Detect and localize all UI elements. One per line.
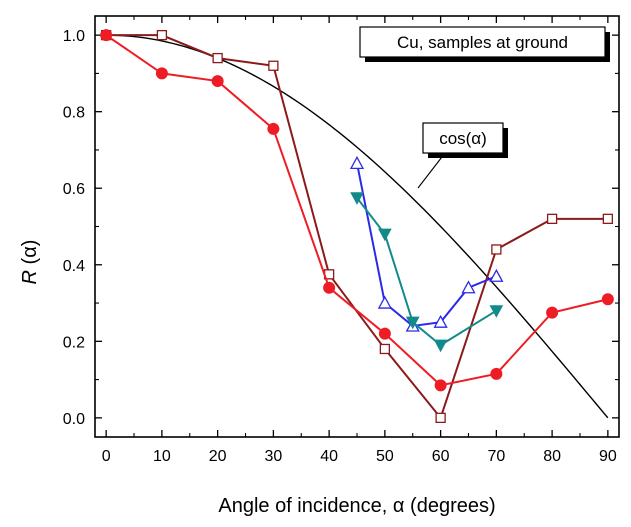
data-point-circle — [211, 75, 224, 88]
series-3 — [350, 192, 504, 353]
data-point-square — [268, 60, 279, 71]
legend-label-text: Cu, samples at ground — [397, 33, 568, 52]
series-cos-curve — [106, 34, 609, 419]
series-line — [356, 163, 497, 328]
data-point-circle — [155, 67, 168, 80]
legend-label: Cu, samples at ground — [359, 26, 610, 62]
y-tick-label: 0.2 — [63, 334, 85, 351]
data-point-triangle-down — [378, 228, 392, 242]
x-tick-label: 60 — [432, 448, 450, 465]
data-point-triangle-down — [489, 305, 504, 318]
plot-frame-layer — [94, 15, 620, 438]
series-line — [105, 34, 609, 387]
data-point-square — [156, 29, 168, 41]
series-1 — [100, 29, 614, 392]
data-point-triangle-up — [377, 295, 392, 309]
series-layer — [100, 29, 614, 424]
data-point-circle — [100, 29, 113, 42]
cos-curve-label: cos(α) — [422, 122, 508, 158]
y-axis-title-arg: (α) — [19, 240, 41, 265]
data-point-circle — [378, 327, 391, 340]
series-line — [106, 34, 608, 420]
data-point-square — [435, 412, 446, 424]
data-point-circle — [601, 293, 614, 306]
data-point-square — [379, 343, 391, 355]
axis-labels-layer: Angle of incidence, α (degrees) R (α) — [19, 240, 496, 517]
y-tick-label: 0.6 — [63, 181, 85, 198]
y-tick-label: 0.0 — [63, 411, 85, 428]
x-tick-label: 80 — [543, 448, 561, 465]
x-tick-label: 10 — [153, 448, 171, 465]
x-tick-label: 20 — [209, 448, 227, 465]
cos-curve-label-box — [422, 122, 504, 154]
x-tick-label: 30 — [264, 448, 282, 465]
cos-curve-label-text: cos(α) — [439, 129, 487, 148]
data-point-square — [491, 244, 502, 255]
axis-ticks-layer: 0 10 20 30 40 50 60 70 80 90 0.0 0.2 0.4 0.6 0.8 1.0 — [63, 16, 619, 465]
plot-frame — [94, 15, 620, 438]
data-point-circle — [323, 281, 336, 294]
data-point-triangle-down — [433, 339, 448, 353]
data-point-triangle-up — [461, 280, 476, 294]
data-point-circle — [546, 306, 559, 319]
x-tick-label: 90 — [599, 448, 617, 465]
data-point-square — [546, 213, 558, 224]
y-tick-label: 0.4 — [63, 258, 85, 275]
y-axis-title-main: R — [19, 270, 41, 284]
x-tick-label: 40 — [320, 448, 338, 465]
cos-label-leader — [417, 152, 446, 189]
x-tick-label: 70 — [487, 448, 505, 465]
x-tick-label: 50 — [376, 448, 394, 465]
x-tick-label: 0 — [102, 448, 111, 465]
annotation-layer: Cu, samples at ground cos(α) — [359, 26, 610, 189]
y-axis-title: R (α) — [19, 240, 41, 285]
data-point-triangle-down — [350, 192, 364, 205]
x-axis-title: Angle of incidence, α (degrees) — [218, 495, 495, 517]
data-point-triangle-up — [489, 268, 504, 282]
series-0 — [100, 29, 614, 424]
data-point-triangle-up — [349, 155, 365, 170]
data-point-circle — [434, 379, 447, 392]
legend-label-box — [359, 26, 606, 58]
data-point-square — [212, 52, 223, 64]
data-point-square — [602, 213, 614, 224]
data-point-triangle-down — [405, 316, 420, 330]
y-tick-label: 0.8 — [63, 105, 85, 122]
data-point-circle — [490, 367, 503, 380]
data-point-circle — [267, 122, 280, 135]
data-point-triangle-up — [433, 314, 448, 328]
y-tick-label: 1.0 — [63, 28, 85, 45]
series-2 — [349, 155, 504, 332]
